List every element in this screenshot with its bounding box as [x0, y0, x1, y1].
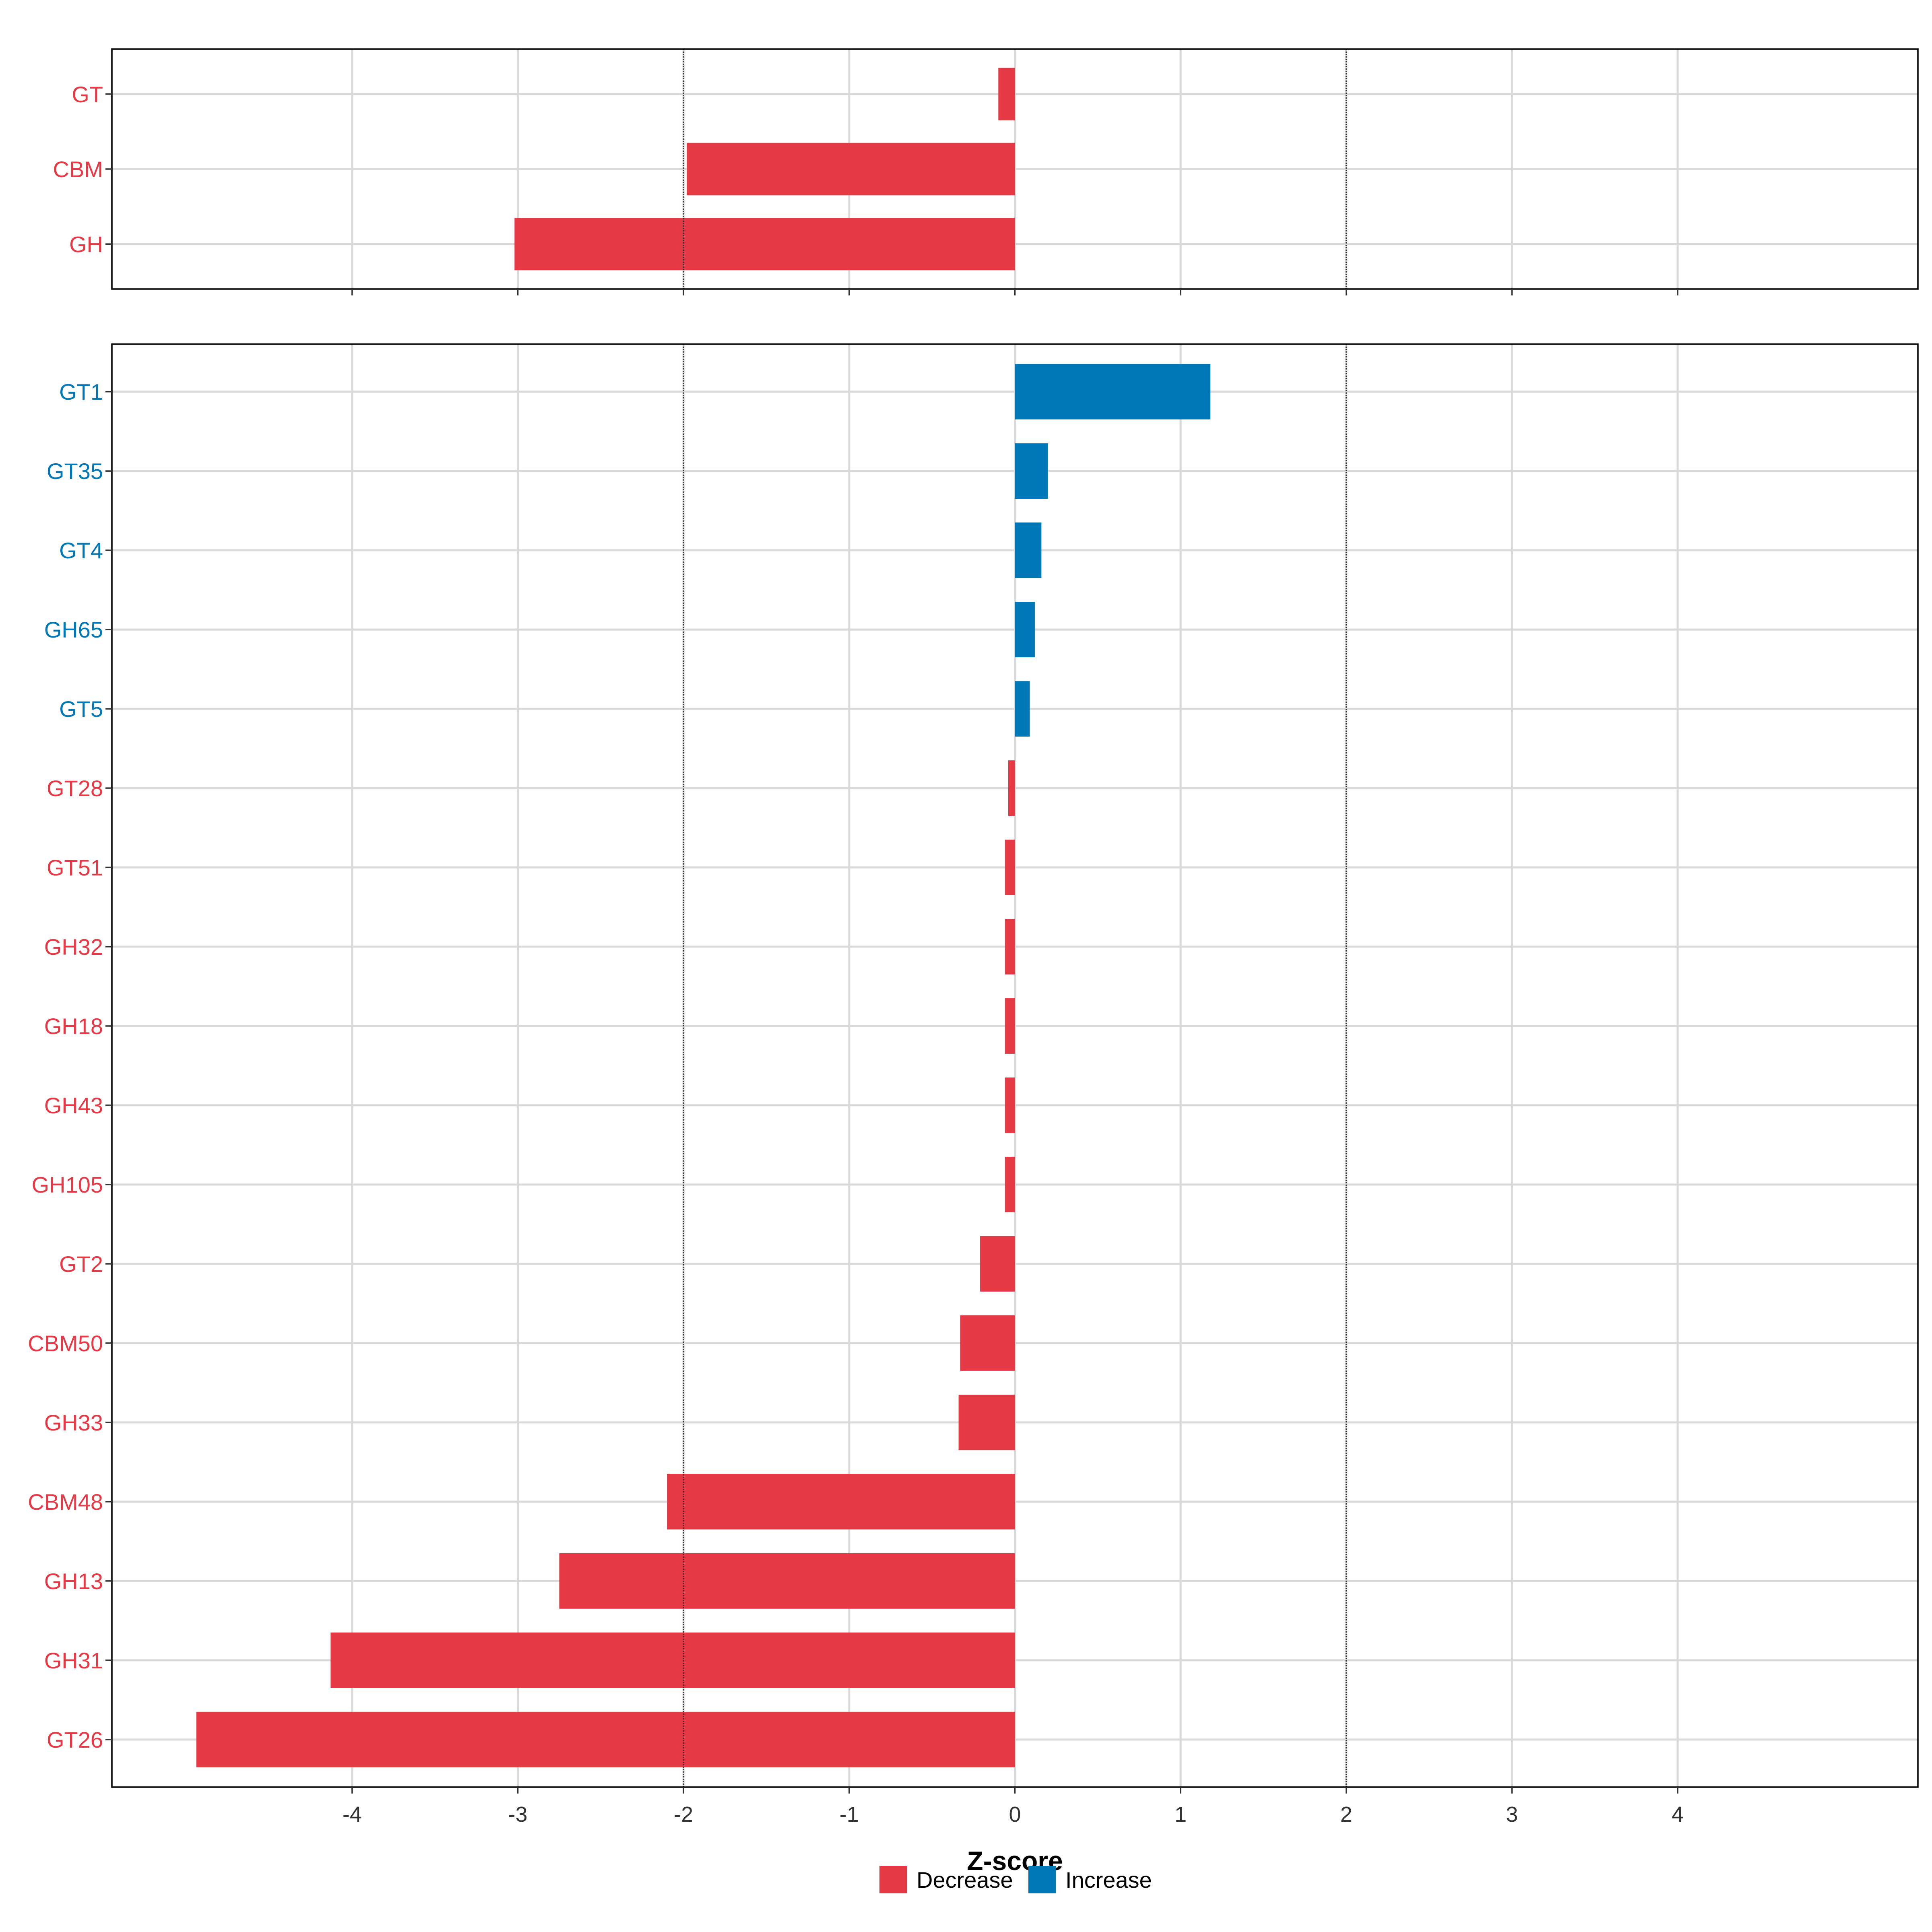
y-tick-label: GH18 — [44, 1013, 103, 1039]
x-tick-label: -3 — [508, 1802, 528, 1827]
bar-gt1 — [1015, 364, 1211, 420]
y-tick-label: GH31 — [44, 1648, 103, 1673]
x-tick-label: -2 — [674, 1802, 693, 1827]
x-tick-label: 1 — [1174, 1802, 1187, 1827]
legend-swatch-decrease — [879, 1866, 907, 1893]
bar-gt51 — [1005, 840, 1015, 895]
bar-gh18 — [1005, 998, 1015, 1054]
x-tick-label: -1 — [840, 1802, 859, 1827]
y-tick-label: GT35 — [47, 458, 103, 484]
y-tick-label: CBM50 — [28, 1331, 103, 1356]
bar-gh31 — [330, 1632, 1015, 1688]
y-tick-label: GH32 — [44, 934, 103, 960]
y-tick-label: GH105 — [32, 1172, 103, 1197]
y-tick-label: GT4 — [59, 538, 103, 563]
bar-gh32 — [1005, 919, 1015, 974]
top-panel: GT CBM GH — [53, 48, 1919, 295]
x-tick-label: 3 — [1506, 1802, 1518, 1827]
legend-label-decrease: Decrease — [916, 1867, 1013, 1893]
y-tick-label: GH65 — [44, 617, 103, 642]
bar-cbm48 — [667, 1474, 1015, 1530]
bar-cbm — [687, 142, 1015, 196]
y-tick-label: CBM — [53, 157, 103, 182]
y-tick-label: GH33 — [44, 1410, 103, 1435]
bar-gh33 — [958, 1394, 1015, 1450]
x-tick-label: -4 — [343, 1802, 362, 1827]
legend: Decrease Increase — [879, 1866, 1152, 1893]
y-tick-label: GH13 — [44, 1569, 103, 1594]
bar-gt35 — [1015, 443, 1048, 499]
bar-gh13 — [559, 1553, 1015, 1609]
y-tick-label: GT5 — [59, 696, 103, 722]
legend-label-increase: Increase — [1065, 1867, 1152, 1893]
bar-gt2 — [980, 1236, 1015, 1292]
bar-gh105 — [1005, 1157, 1015, 1212]
x-tick-label: 4 — [1672, 1802, 1684, 1827]
x-tick-label: 0 — [1009, 1802, 1021, 1827]
y-tick-label: CBM48 — [28, 1489, 103, 1515]
y-tick-label: GH43 — [44, 1093, 103, 1118]
bar-gh — [514, 218, 1015, 270]
bar-gt26 — [196, 1711, 1015, 1767]
y-tick-label: GT2 — [59, 1251, 103, 1277]
y-tick-label: GT1 — [59, 379, 103, 405]
y-tick-label: GT28 — [47, 776, 103, 801]
y-tick-label: GT51 — [47, 855, 103, 880]
bar-gt — [998, 68, 1015, 120]
bar-gt28 — [1008, 760, 1015, 816]
bar-gh65 — [1015, 602, 1035, 658]
x-tick-label: 2 — [1340, 1802, 1352, 1827]
legend-swatch-increase — [1028, 1866, 1056, 1893]
bar-cbm50 — [960, 1315, 1015, 1371]
bottom-panel: GT1 GT35 GT4 GH65 GT5 GT28 GT51 GH32 GH18 GH43 GH1… — [28, 343, 1919, 1794]
bar-gt4 — [1015, 522, 1042, 578]
x-axis: -4 -3 -2 -1 0 1 2 3 4 — [343, 1802, 1684, 1827]
y-tick-label: GT26 — [47, 1727, 103, 1752]
bar-gt5 — [1015, 681, 1030, 737]
bar-gh43 — [1005, 1077, 1015, 1133]
y-tick-label: GH — [69, 231, 103, 257]
y-tick-label: GT — [72, 82, 103, 107]
